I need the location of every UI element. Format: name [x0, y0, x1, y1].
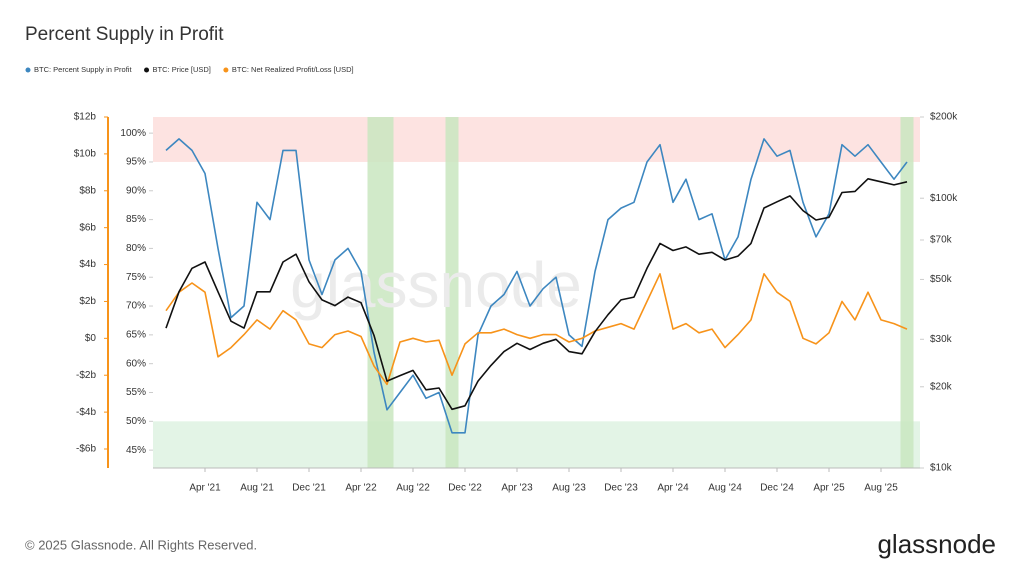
y3-tick-label: -$4b	[76, 407, 96, 418]
chart-title: Percent Supply in Profit	[25, 24, 224, 45]
legend-swatch	[144, 67, 150, 73]
y-tick-label: 60%	[126, 358, 146, 369]
y3-tick-label: $2b	[79, 296, 96, 307]
y3-tick-label: $12b	[74, 112, 97, 123]
y-tick-label: 90%	[126, 185, 146, 196]
x-tick-label: Aug '23	[552, 483, 586, 494]
y2-tick-label: $100k	[930, 193, 958, 204]
y3-tick-label: -$2b	[76, 370, 96, 381]
low-zone	[153, 421, 920, 468]
y2-tick-label: $200k	[930, 112, 958, 123]
x-tick-label: Apr '25	[813, 483, 845, 494]
y2-tick-label: $20k	[930, 381, 953, 392]
x-tick-label: Aug '21	[240, 483, 274, 494]
x-tick-label: Dec '21	[292, 483, 326, 494]
x-tick-label: Apr '23	[501, 483, 533, 494]
series-line	[165, 273, 908, 386]
y-tick-label: 95%	[126, 157, 146, 168]
y3-tick-label: $0	[85, 333, 97, 344]
series-line	[165, 178, 908, 411]
legend-label: BTC: Price [USD]	[153, 65, 211, 74]
y-tick-label: 45%	[126, 445, 146, 456]
highlight-band	[367, 117, 381, 468]
y-tick-label: 65%	[126, 330, 146, 341]
y3-tick-label: -$6b	[76, 444, 96, 455]
y-tick-label: 85%	[126, 214, 146, 225]
x-tick-label: Aug '25	[864, 483, 898, 494]
x-tick-label: Apr '24	[657, 483, 689, 494]
y3-tick-label: $10b	[74, 149, 97, 160]
y-tick-label: 100%	[120, 128, 146, 139]
x-tick-label: Aug '24	[708, 483, 742, 494]
y2-tick-label: $10k	[930, 463, 953, 474]
footer: © 2025 Glassnode. All Rights Reserved.	[25, 537, 257, 552]
high-zone	[153, 117, 920, 162]
y-tick-label: 80%	[126, 243, 146, 254]
x-tick-label: Dec '23	[604, 483, 638, 494]
y2-tick-label: $70k	[930, 235, 953, 246]
brand-logo: glassnode	[877, 529, 996, 559]
x-tick-label: Dec '24	[760, 483, 794, 494]
highlight-band	[445, 117, 459, 468]
x-tick-label: Aug '22	[396, 483, 430, 494]
y-tick-label: 50%	[126, 416, 146, 427]
y3-tick-label: $6b	[79, 222, 96, 233]
highlight-band	[900, 117, 914, 468]
legend-swatch	[223, 67, 229, 73]
y-tick-label: 70%	[126, 301, 146, 312]
y3-tick-label: $8b	[79, 185, 96, 196]
legend-swatch	[25, 67, 31, 73]
x-tick-label: Apr '21	[189, 483, 221, 494]
y2-tick-label: $50k	[930, 274, 953, 285]
y-tick-label: 75%	[126, 272, 146, 283]
y-tick-label: 55%	[126, 387, 146, 398]
x-tick-label: Dec '22	[448, 483, 482, 494]
x-tick-label: Apr '22	[345, 483, 377, 494]
y3-tick-label: $4b	[79, 259, 96, 270]
legend-label: BTC: Percent Supply in Profit	[34, 65, 132, 74]
series-line	[165, 138, 908, 434]
legend-label: BTC: Net Realized Profit/Loss [USD]	[232, 65, 354, 74]
y2-tick-label: $30k	[930, 334, 953, 345]
watermark: glassnode	[290, 249, 582, 321]
